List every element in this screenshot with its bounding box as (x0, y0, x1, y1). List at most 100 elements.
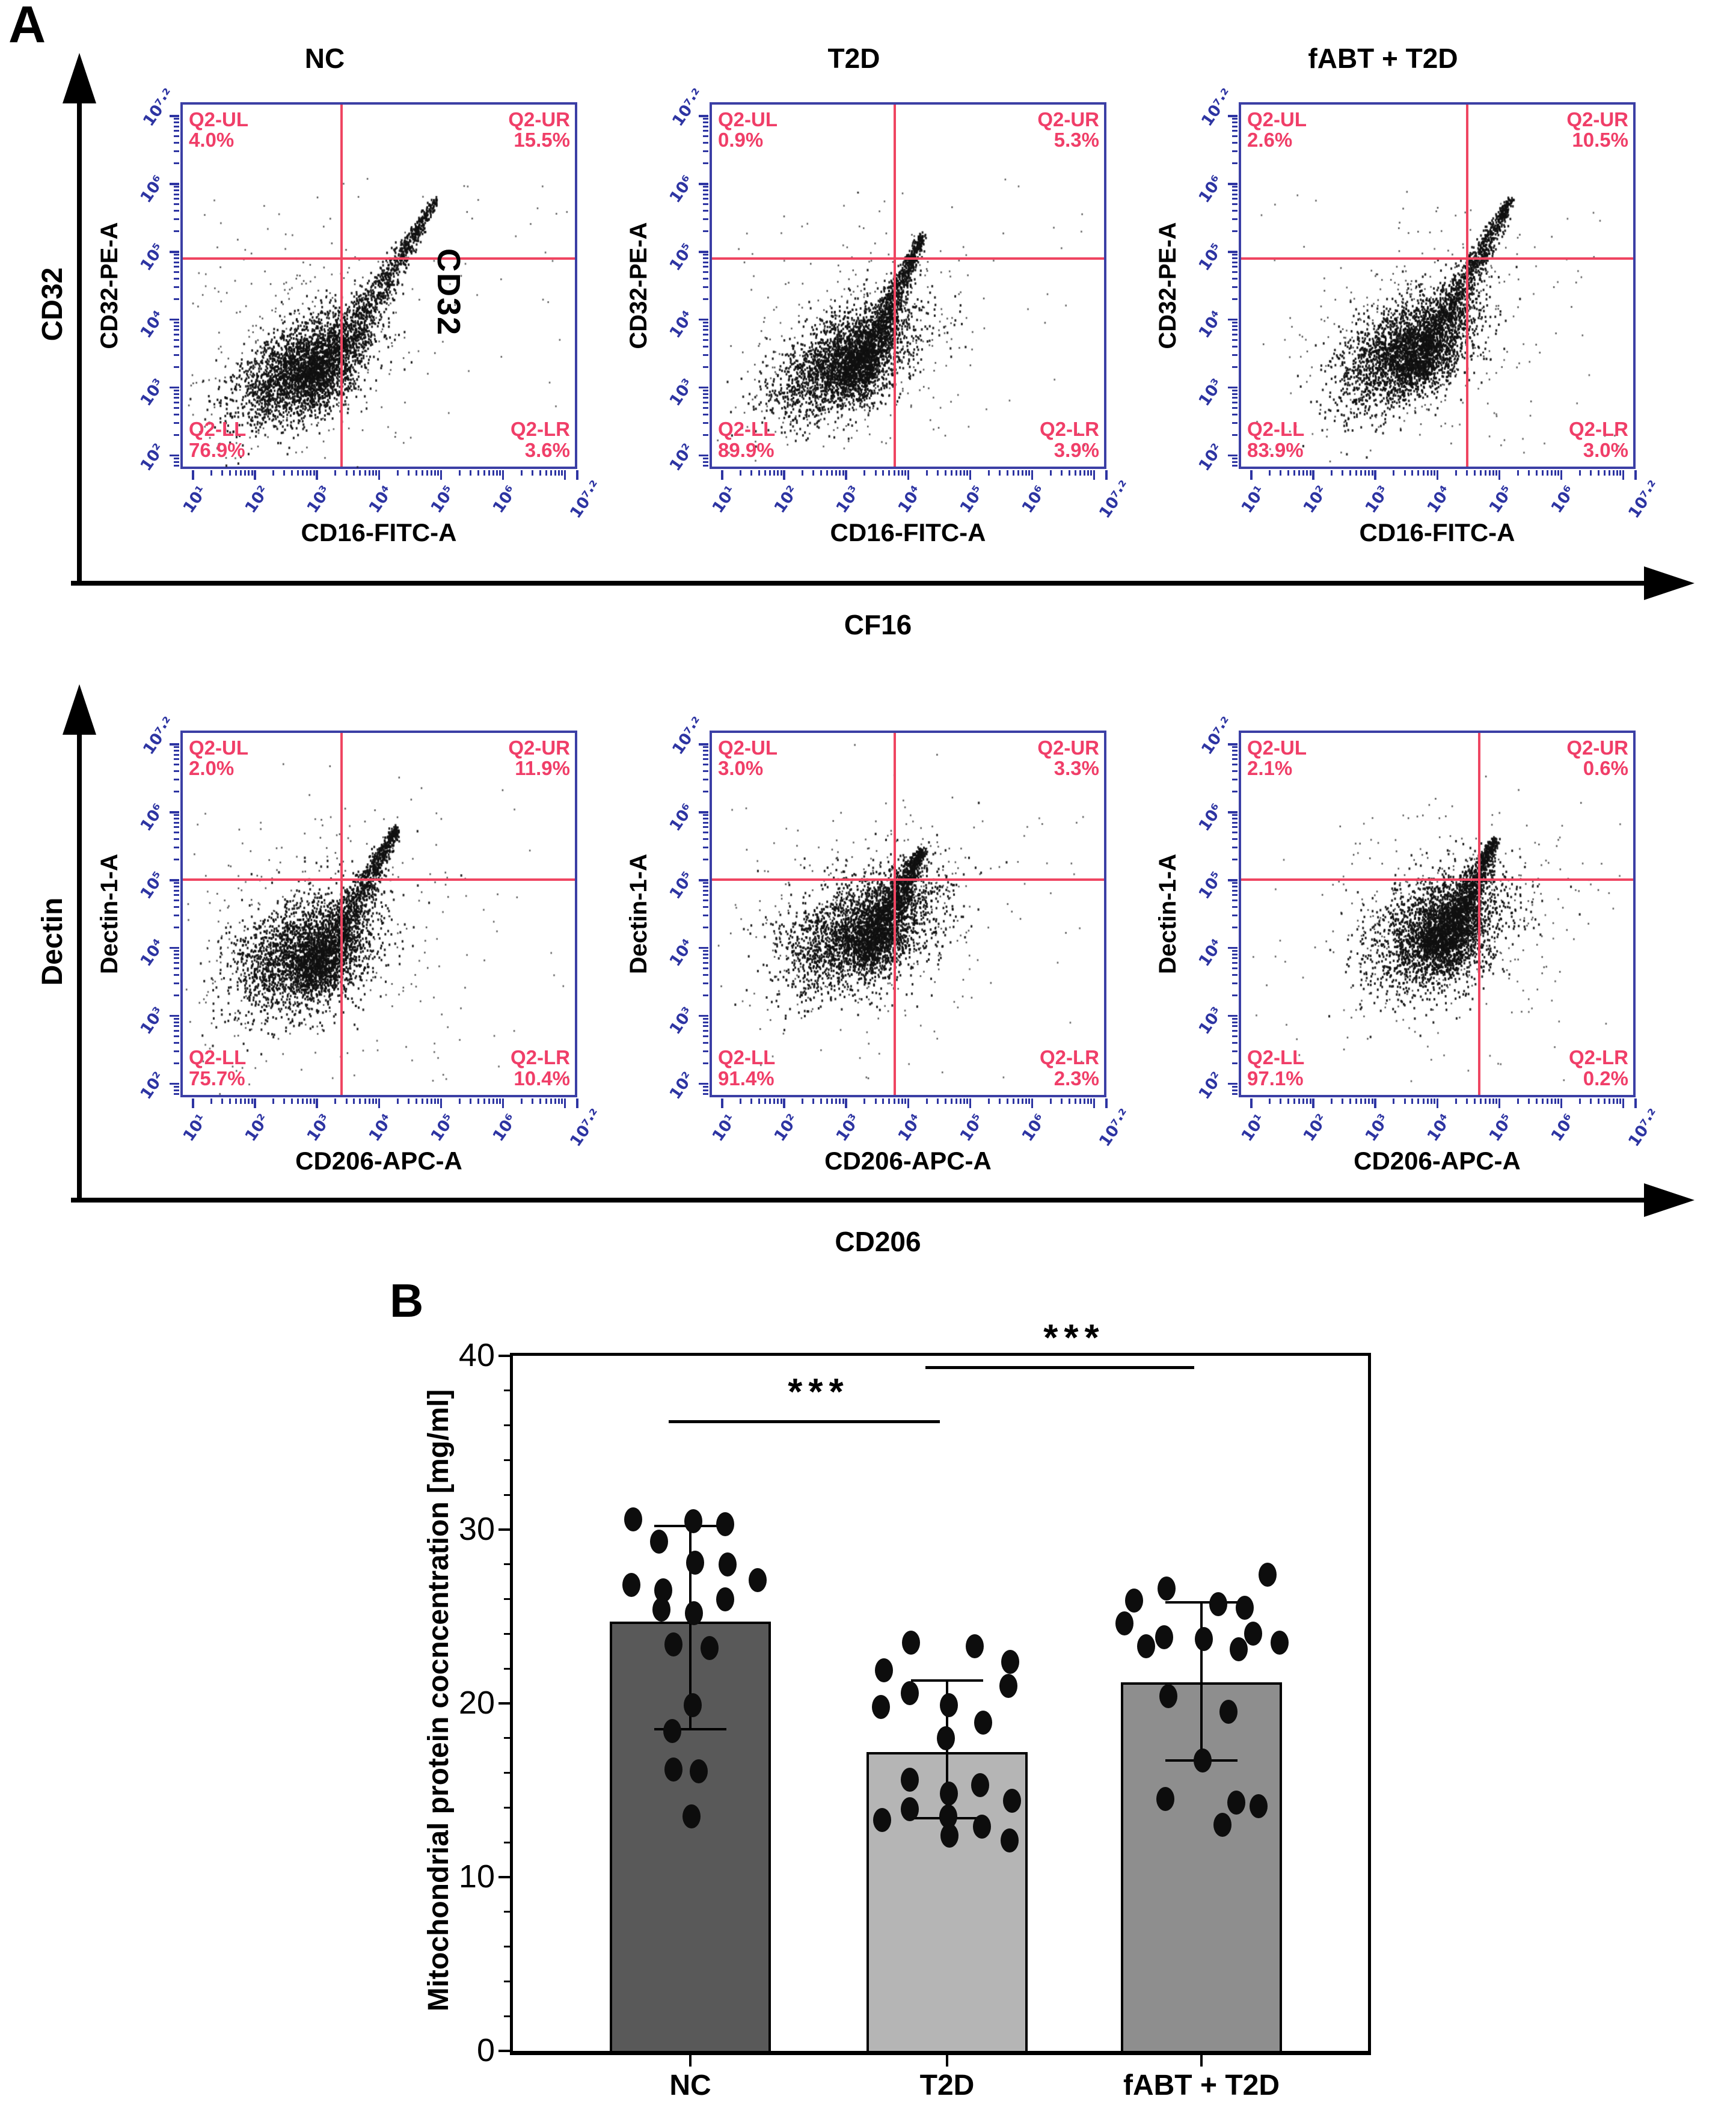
quadrant-label-lr: Q2-LR 10.4% (511, 1047, 570, 1089)
tick (248, 470, 250, 476)
tick (703, 1021, 708, 1023)
quadrant-pct: 10.4% (514, 1067, 570, 1089)
scatter-cloud (1241, 105, 1638, 471)
flow-plot-t2d-cd32: T2D CD32-PE-A 10⁷·² 10⁶ 10⁵ 10⁴ 10³ 10² Q2-UL… (625, 43, 1134, 547)
y-tick-label: 10⁶ (1195, 172, 1227, 206)
tick (174, 203, 179, 206)
tick (170, 115, 179, 117)
panel-a-label: A (8, 0, 46, 54)
tick (703, 402, 708, 403)
quadrant-pct: 2.6% (1247, 129, 1293, 152)
minor-tick (504, 1737, 513, 1739)
data-point (1227, 1790, 1245, 1815)
tick (703, 764, 708, 766)
tick (492, 470, 494, 476)
minor-tick (504, 1911, 513, 1913)
tick (769, 470, 771, 476)
tick (174, 1062, 179, 1064)
error-bar-cap-bottom (654, 1728, 726, 1731)
tick (1498, 470, 1501, 480)
tick (758, 470, 761, 476)
tick (1403, 470, 1406, 476)
data-point (1158, 1576, 1176, 1601)
y-axis-label: Dectin-1-A (625, 853, 652, 975)
tick (703, 1093, 708, 1095)
y-tick-label: 10² (136, 440, 168, 475)
outer-x-arrow-cf16 (71, 566, 1695, 600)
data-point (685, 1601, 703, 1625)
tick (944, 470, 946, 476)
minor-tick (504, 1841, 513, 1843)
x-axis-ticks (180, 1098, 578, 1111)
tick (483, 470, 485, 476)
tick (703, 905, 708, 908)
tick (812, 1098, 815, 1104)
y-tick-label: 10⁴ (136, 308, 168, 342)
tick (703, 1018, 708, 1020)
minor-tick (504, 1980, 513, 1982)
tick (174, 1030, 179, 1032)
tick (1083, 1098, 1085, 1104)
tick (998, 1098, 1001, 1104)
tick (576, 470, 578, 480)
x-axis-tick-labels: 10¹ 10² 10³ 10⁴ 10⁵ 10⁶ 10⁷·² (708, 477, 1134, 522)
flow-plot-nc-dectin: Dectin-1-A 10⁷·² 10⁶ 10⁵ 10⁴ 10³ 10² Q2-UL 2.0… (96, 714, 605, 1175)
tick (1554, 1098, 1556, 1104)
y-tick-label: 10² (1195, 1068, 1227, 1103)
y-tick-label: 10⁶ (136, 800, 168, 835)
data-point (716, 1512, 734, 1537)
tick (368, 470, 370, 476)
tick (1342, 1098, 1344, 1104)
tick (174, 915, 179, 917)
tick (1232, 135, 1238, 138)
tick (966, 470, 968, 476)
tick (1287, 1098, 1290, 1104)
tick (831, 470, 833, 476)
tick (1232, 334, 1238, 336)
tick (1364, 1098, 1367, 1104)
tick (1232, 962, 1238, 964)
tick (1306, 470, 1308, 476)
tick (334, 1098, 337, 1104)
y-tick-label: 10⁴ (666, 936, 698, 970)
tick (531, 470, 533, 476)
tick (437, 1098, 439, 1104)
x-tick-label: 10⁶ (489, 482, 521, 517)
tick (170, 251, 179, 253)
quadrant-name: Q2-LR (1040, 418, 1099, 441)
significance-line (669, 1420, 940, 1423)
tick (907, 1098, 909, 1108)
x-axis-tick-labels: 10¹ 10² 10³ 10⁴ 10⁵ 10⁶ 10⁷·² (1238, 477, 1663, 522)
tick (174, 257, 179, 259)
data-point (1259, 1563, 1277, 1587)
data-point (901, 1797, 919, 1822)
y-axis-ticks (1227, 102, 1238, 469)
tick (1298, 1098, 1301, 1104)
tick (1422, 1098, 1425, 1104)
tick (174, 770, 179, 773)
tick (1578, 470, 1581, 476)
data-point (684, 1509, 702, 1533)
tick (421, 1098, 423, 1104)
tick (1488, 470, 1491, 476)
tick (1433, 1098, 1435, 1104)
tick (831, 1098, 833, 1104)
tick (1068, 470, 1070, 476)
gate-horizontal-line (183, 257, 575, 260)
tick (1232, 198, 1238, 200)
tick (703, 193, 708, 195)
tick (1484, 1098, 1486, 1104)
tick (368, 1098, 370, 1104)
tick (777, 470, 779, 476)
tick (703, 198, 708, 200)
tick (802, 470, 804, 476)
tick (359, 1098, 361, 1104)
data-point (684, 1693, 702, 1717)
gate-vertical-line (340, 105, 343, 467)
tick (174, 1035, 179, 1037)
minor-tick (504, 1424, 513, 1427)
outer-y-axis-label-cd32: CD32 (37, 267, 69, 342)
tick (1484, 470, 1486, 476)
y-axis-tick-labels: 10⁷·² 10⁶ 10⁵ 10⁴ 10³ 10² (666, 714, 708, 1103)
tick (1393, 1098, 1395, 1104)
